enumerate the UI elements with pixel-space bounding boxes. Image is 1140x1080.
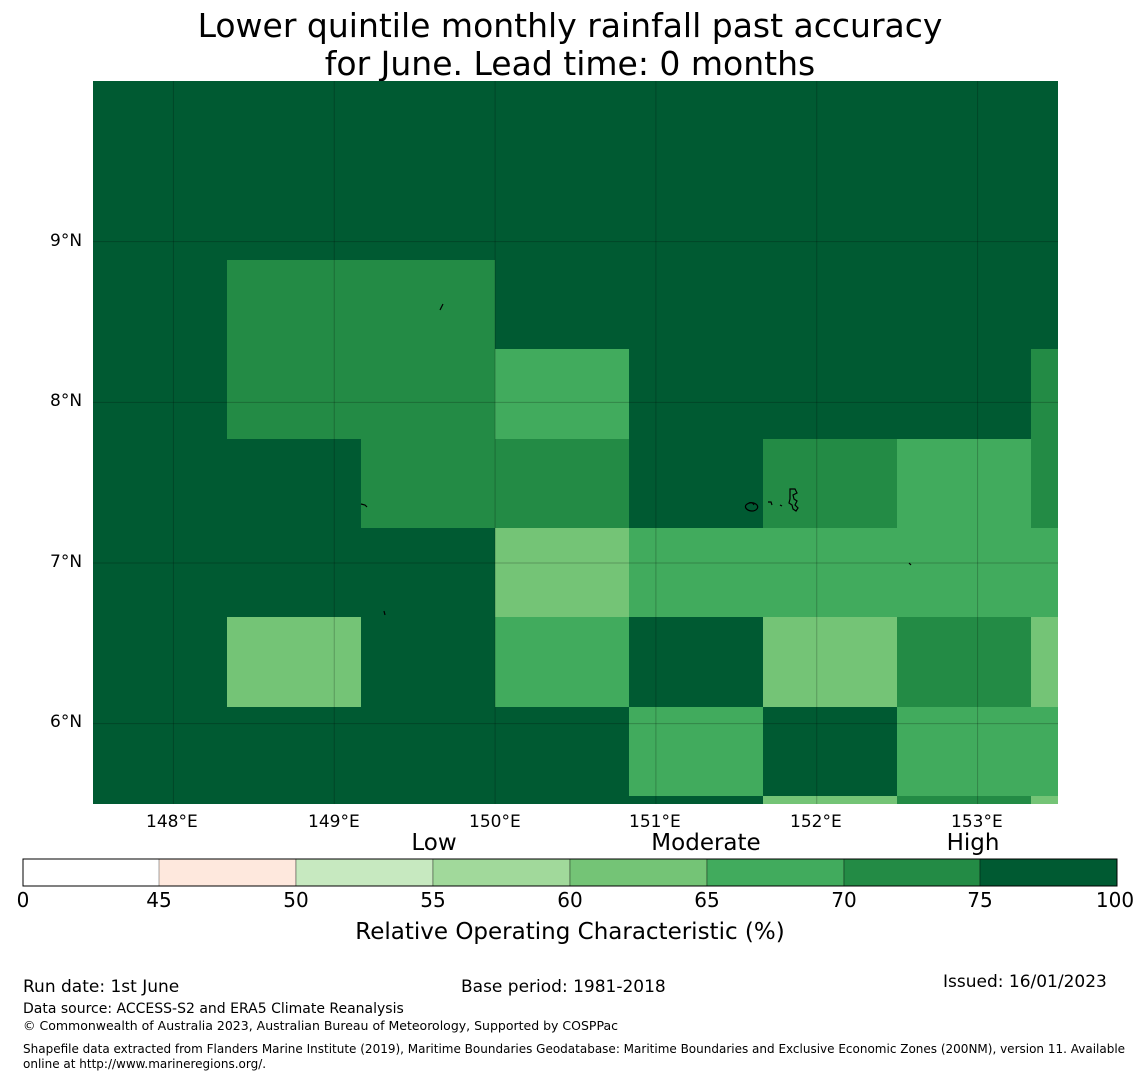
lon-label-151e: 151°E — [629, 812, 681, 832]
grid-cell — [629, 528, 763, 617]
colorbar-tick: 60 — [557, 888, 583, 912]
colorbar-frame — [22, 858, 1118, 887]
grid-cell — [227, 260, 361, 349]
island-outline — [788, 488, 799, 512]
copyright: © Commonwealth of Australia 2023, Austra… — [23, 1018, 618, 1033]
lon-label-148e: 148°E — [146, 812, 198, 832]
grid-cell — [361, 439, 495, 528]
lat-label-7n: 7°N — [50, 552, 83, 572]
island-outline — [383, 610, 386, 616]
grid-cell — [1031, 349, 1058, 439]
grid-cell — [227, 349, 361, 439]
lon-label-152e: 152°E — [790, 812, 842, 832]
island-outline — [779, 504, 783, 507]
lat-label-6n: 6°N — [50, 712, 83, 732]
category-high: High — [946, 830, 1000, 856]
colorbar-label: Relative Operating Characteristic (%) — [355, 919, 785, 945]
colorbar-segment — [23, 859, 159, 886]
grid-cell — [495, 439, 629, 528]
grid-cell — [1031, 707, 1058, 796]
map-title-line1: Lower quintile monthly rainfall past acc… — [197, 6, 943, 45]
island-outline — [768, 501, 773, 506]
lon-label-153e: 153°E — [951, 812, 1003, 832]
grid-cell — [629, 707, 763, 796]
grid-cell — [897, 439, 1031, 528]
grid-cell — [1031, 439, 1058, 528]
shapefile-credit-line1: Shapefile data extracted from Flanders M… — [23, 1042, 1126, 1056]
colorbar-tick: 45 — [146, 888, 172, 912]
grid-cell — [763, 617, 897, 707]
grid-cell — [1031, 617, 1058, 707]
island-outline — [748, 502, 755, 506]
data-source: Data source: ACCESS-S2 and ERA5 Climate … — [23, 1001, 404, 1017]
map-title-line2: for June. Lead time: 0 months — [324, 44, 816, 83]
colorbar-tick: 75 — [967, 888, 993, 912]
run-date: Run date: 1st June — [23, 977, 180, 997]
colorbar-tick: 0 — [16, 888, 30, 912]
grid-cell — [361, 349, 495, 439]
colorbar-segment — [295, 858, 434, 887]
grid-cell — [763, 796, 897, 804]
grid-cell — [897, 796, 1031, 804]
grid-cell — [1031, 528, 1058, 617]
colorbar-segment — [569, 858, 708, 887]
grid-cell — [361, 260, 495, 349]
island-outline — [439, 303, 444, 311]
category-moderate: Moderate — [651, 830, 761, 856]
grid-cell — [495, 349, 629, 439]
lon-label-150e: 150°E — [469, 812, 521, 832]
colorbar-tick: 55 — [420, 888, 446, 912]
colorbar-segment — [979, 858, 1118, 887]
colorbar-tick: 100 — [1095, 888, 1135, 912]
base-period: Base period: 1981-2018 — [461, 977, 666, 997]
shapefile-credit-line2: online at http://www.marineregions.org/. — [23, 1057, 267, 1071]
colorbar-tick: 50 — [283, 888, 309, 912]
issued-date: Issued: 16/01/2023 — [943, 972, 1107, 992]
colorbar-segment — [843, 858, 981, 887]
lat-label-8n: 8°N — [50, 391, 83, 411]
colorbar-tick: 65 — [694, 888, 720, 912]
grid-cell — [495, 617, 629, 707]
category-low: Low — [411, 830, 457, 856]
island-outline — [360, 503, 368, 508]
colorbar-segment — [158, 858, 297, 887]
island-outline — [908, 562, 912, 566]
grid-cell — [897, 528, 1031, 617]
grid-cell — [897, 617, 1031, 707]
grid-cell — [495, 528, 629, 617]
lat-label-9n: 9°N — [50, 231, 83, 251]
lon-label-149e: 149°E — [308, 812, 360, 832]
grid-cell — [763, 528, 897, 617]
grid-cell — [227, 617, 361, 707]
colorbar-segment — [706, 858, 845, 887]
grid-cell — [1031, 796, 1058, 804]
grid-cell — [897, 707, 1031, 796]
colorbar-segment — [432, 858, 571, 887]
colorbar-tick: 70 — [831, 888, 857, 912]
island-outlines — [360, 303, 912, 616]
grid-cell — [763, 439, 897, 528]
